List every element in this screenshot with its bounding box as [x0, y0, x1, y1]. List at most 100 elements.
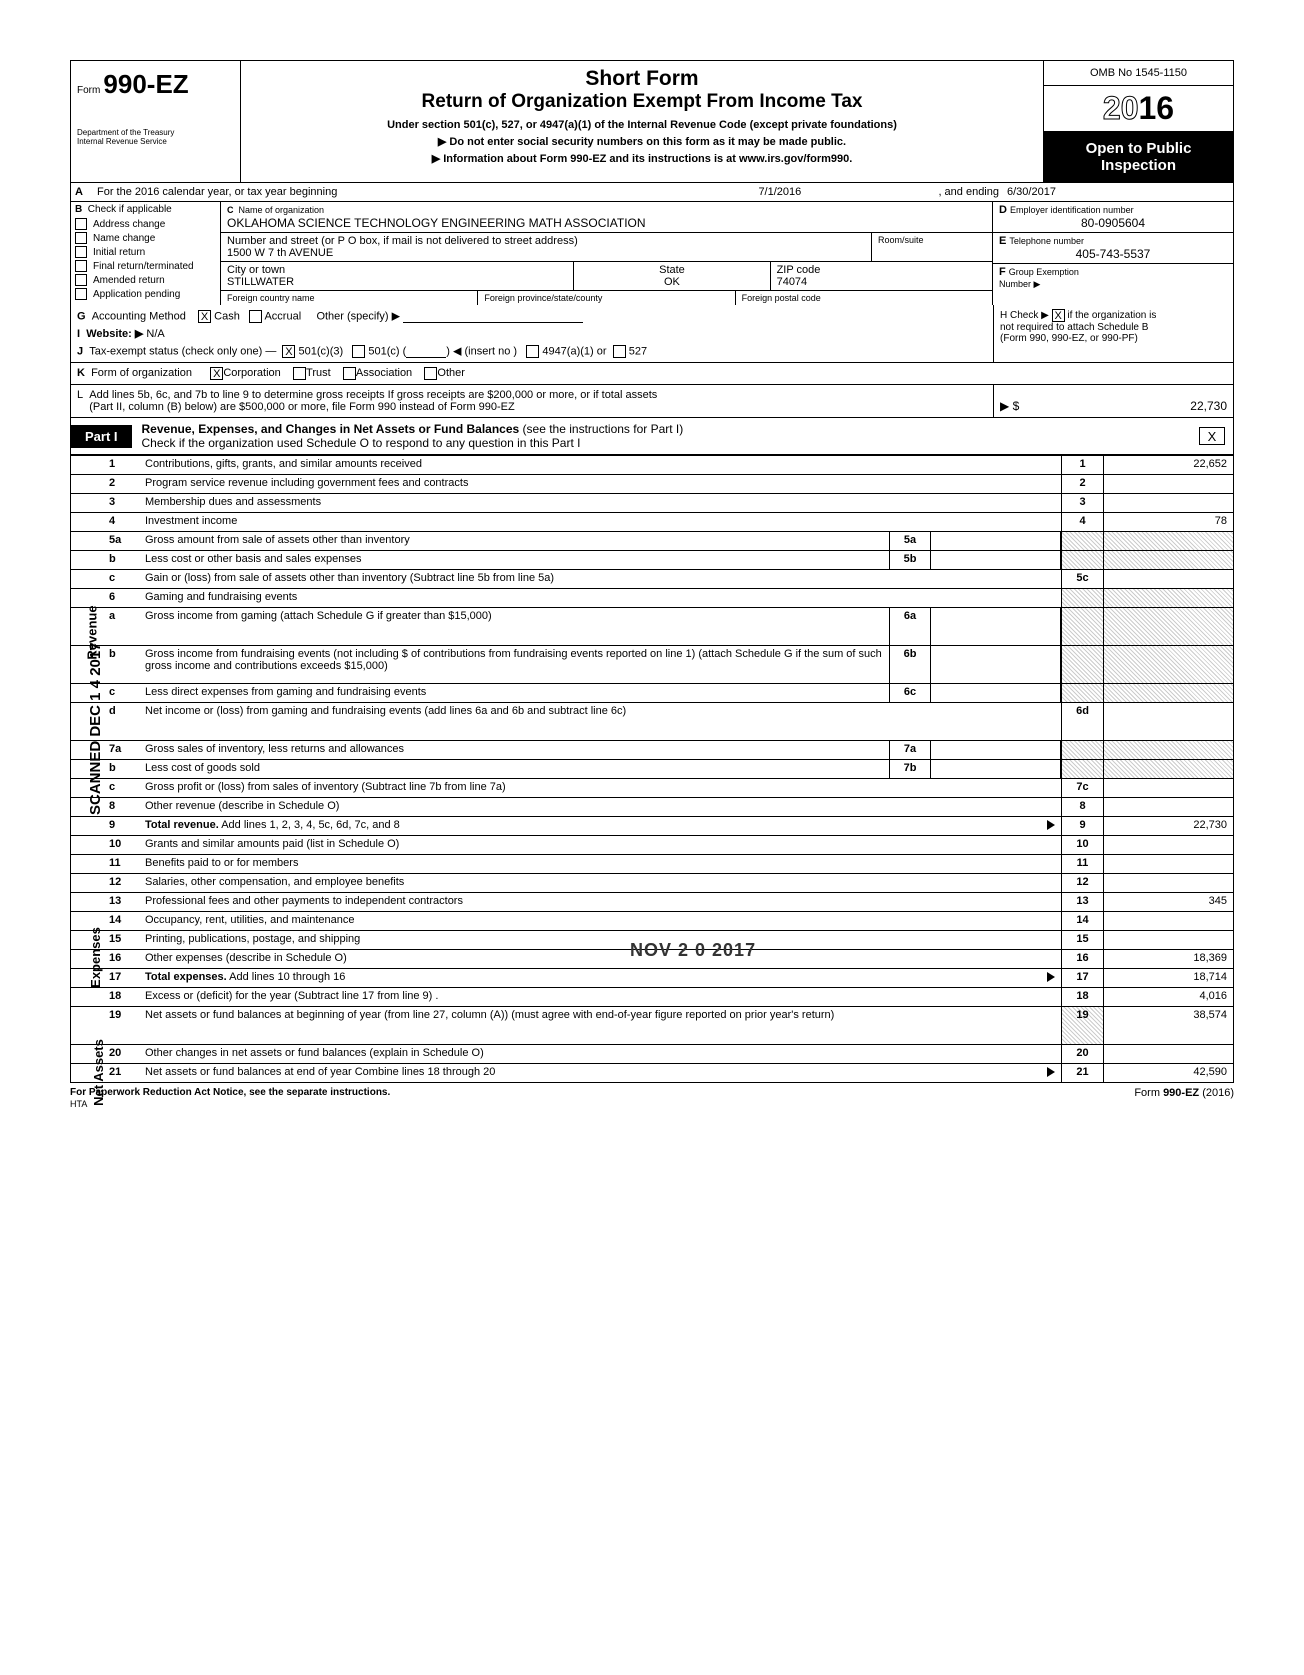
end-val: 42,590: [1103, 1064, 1233, 1082]
form-ref: Form 990-EZ (2016): [1134, 1087, 1234, 1099]
mid-val: [931, 741, 1061, 759]
label-g: G: [77, 310, 86, 322]
line-desc: Other changes in net assets or fund bala…: [141, 1045, 1061, 1063]
line-7a: 7aGross sales of inventory, less returns…: [71, 740, 1233, 759]
checkbox[interactable]: [75, 246, 87, 258]
subtitle-3: ▶ Information about Form 990-EZ and its …: [251, 152, 1033, 165]
side-gutter: [71, 494, 105, 512]
trust-checkbox[interactable]: [293, 367, 306, 380]
checkbox-label: Name change: [93, 233, 155, 244]
end-num: 17: [1061, 969, 1103, 987]
checkbox[interactable]: [75, 288, 87, 300]
part1-title: Revenue, Expenses, and Changes in Net As…: [142, 422, 520, 436]
other-org-checkbox[interactable]: [424, 367, 437, 380]
ein: 80-0905604: [999, 216, 1227, 230]
line-18: 18Excess or (deficit) for the year (Subt…: [71, 987, 1233, 1006]
checkbox-name-change: Name change: [71, 231, 220, 245]
line-number: 15: [105, 931, 141, 949]
label-d: D: [999, 204, 1007, 216]
527-checkbox[interactable]: [613, 345, 626, 358]
checkbox[interactable]: [75, 260, 87, 272]
end-val: 4,016: [1103, 988, 1233, 1006]
label-h: H: [1000, 310, 1007, 321]
form-label: Form: [77, 85, 100, 96]
501c-checkbox[interactable]: [352, 345, 365, 358]
checkbox[interactable]: [75, 274, 87, 286]
line-11: 11Benefits paid to or for members11: [71, 854, 1233, 873]
corp-checkbox[interactable]: X: [210, 367, 223, 380]
part1-title-wrap: Revenue, Expenses, and Changes in Net As…: [132, 418, 1191, 454]
mid-val: [931, 551, 1061, 569]
end-num: 5c: [1061, 570, 1103, 588]
group-exemption-number-label: Number ▶: [999, 279, 1040, 289]
side-gutter: [71, 513, 105, 531]
part1-checkbox[interactable]: X: [1199, 427, 1225, 445]
assoc-checkbox[interactable]: [343, 367, 356, 380]
street-address: 1500 W 7 th AVENUE: [227, 247, 865, 259]
state: OK: [580, 276, 763, 288]
h-check-label: Check ▶: [1010, 310, 1049, 321]
line-8: 8Other revenue (describe in Schedule O)8: [71, 797, 1233, 816]
ein-label: Employer identification number: [1010, 205, 1134, 215]
line-number: 12: [105, 874, 141, 892]
line-number: d: [105, 703, 141, 740]
4947-checkbox[interactable]: [526, 345, 539, 358]
end-num: 16: [1061, 950, 1103, 968]
checkbox-application-pending: Application pending: [71, 287, 220, 301]
website-label: Website: ▶: [86, 328, 143, 340]
end-num: 19: [1061, 1007, 1103, 1044]
line-20: 20Other changes in net assets or fund ba…: [71, 1044, 1233, 1063]
line-desc: Gross income from fundraising events (no…: [141, 646, 889, 683]
row-l-amount: ▶ $ 22,730: [993, 385, 1233, 417]
checkbox[interactable]: [75, 218, 87, 230]
end-num: 4: [1061, 513, 1103, 531]
line-desc: Printing, publications, postage, and shi…: [141, 931, 1061, 949]
cash-checkbox[interactable]: X: [198, 310, 211, 323]
corp-label: Corporation: [223, 367, 280, 380]
end-num: [1061, 589, 1103, 607]
501c3-checkbox[interactable]: X: [282, 345, 295, 358]
line-desc: Less cost of goods sold: [141, 760, 889, 778]
side-gutter: [71, 589, 105, 607]
label-e: E: [999, 235, 1006, 247]
end-val: [1103, 646, 1233, 683]
line-number: 16: [105, 950, 141, 968]
other-method-line[interactable]: [403, 309, 583, 323]
dept1: Department of the Treasury: [77, 128, 234, 137]
state-label: State: [580, 264, 763, 276]
h-checkbox[interactable]: X: [1052, 309, 1065, 322]
row-a: A For the 2016 calendar year, or tax yea…: [70, 183, 1234, 202]
label-l: L: [77, 389, 83, 401]
line-9: 9Total revenue. Add lines 1, 2, 3, 4, 5c…: [71, 816, 1233, 835]
accrual-checkbox[interactable]: [249, 310, 262, 323]
foreign-province-label: Foreign province/state/county: [478, 291, 735, 305]
org-name: OKLAHOMA SCIENCE TECHNOLOGY ENGINEERING …: [227, 216, 646, 230]
room-cell: Room/suite: [872, 233, 992, 261]
end-num: 10: [1061, 836, 1103, 854]
end-num: 1: [1061, 456, 1103, 474]
line-desc: Net assets or fund balances at beginning…: [141, 1007, 1061, 1044]
line-4: 4Investment income478: [71, 512, 1233, 531]
end-val: [1103, 551, 1233, 569]
arrow-icon: [1041, 1064, 1061, 1082]
mid-num: 5b: [889, 551, 931, 569]
block-bcd: B Check if applicable Address changeName…: [70, 202, 1234, 305]
short-form-title: Short Form: [251, 67, 1033, 91]
line-desc: Gross amount from sale of assets other t…: [141, 532, 889, 550]
line-desc: Other expenses (describe in Schedule O): [141, 950, 1061, 968]
line-19: 19Net assets or fund balances at beginni…: [71, 1006, 1233, 1044]
side-gutter: [71, 817, 105, 835]
line-desc: Salaries, other compensation, and employ…: [141, 874, 1061, 892]
form-id-box: Form 990-EZ Department of the Treasury I…: [71, 61, 241, 182]
checkbox-label: Amended return: [93, 275, 165, 286]
checkbox[interactable]: [75, 232, 87, 244]
end-val: 22,730: [1103, 817, 1233, 835]
foreign-postal-label: Foreign postal code: [736, 291, 992, 305]
form-header: Form 990-EZ Department of the Treasury I…: [70, 60, 1234, 183]
line-number: 9: [105, 817, 141, 835]
501c-insert[interactable]: [406, 344, 446, 358]
zip: 74074: [777, 276, 986, 288]
org-name-row: C Name of organization OKLAHOMA SCIENCE …: [221, 202, 992, 233]
end-num: 6d: [1061, 703, 1103, 740]
end-val: [1103, 703, 1233, 740]
